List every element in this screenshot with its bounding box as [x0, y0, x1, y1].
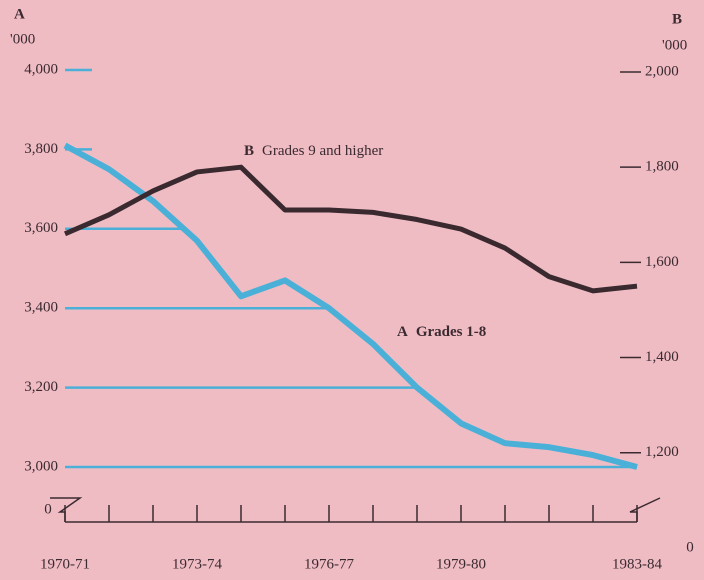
- y-break-label: 0: [44, 501, 52, 517]
- y-tick-label: 4,000: [24, 61, 58, 77]
- series-label: B Grades 9 and higher: [244, 143, 383, 159]
- series-line: [63, 142, 638, 470]
- series-letter: B: [244, 143, 254, 159]
- y-tick-label: 3,600: [24, 220, 58, 236]
- y2-break-label: 0: [686, 539, 694, 555]
- series-name: Grades 1-8: [416, 324, 486, 340]
- y2-axis-unit: '000: [662, 37, 687, 53]
- y-tick-label: 3,400: [24, 300, 58, 316]
- x-tick-label: 1970-71: [40, 556, 90, 572]
- x-tick-label: 1979-80: [436, 556, 486, 572]
- y2-tick-label: 1,600: [645, 254, 679, 270]
- x-tick-label: 1983-84: [612, 556, 662, 572]
- x-tick-label: 1973-74: [172, 556, 222, 572]
- y2-axis-title: B: [672, 11, 682, 27]
- y-axis-unit: '000: [10, 31, 35, 47]
- y2-tick-label: 1,400: [645, 349, 679, 365]
- y-tick-label: 3,800: [24, 141, 58, 157]
- y-tick-label: 3,000: [24, 458, 58, 474]
- series-name: Grades 9 and higher: [262, 143, 383, 159]
- y2-tick-label: 1,200: [645, 444, 679, 460]
- series-label: A Grades 1-8: [397, 324, 486, 340]
- x-tick-label: 1976-77: [304, 556, 354, 572]
- y-tick-label: 3,200: [24, 379, 58, 395]
- y2-tick-label: 1,800: [645, 159, 679, 175]
- y2-tick-label: 2,000: [645, 63, 679, 79]
- series-letter: A: [397, 324, 408, 340]
- series-line: [64, 164, 638, 294]
- y-axis-title: A: [14, 6, 25, 22]
